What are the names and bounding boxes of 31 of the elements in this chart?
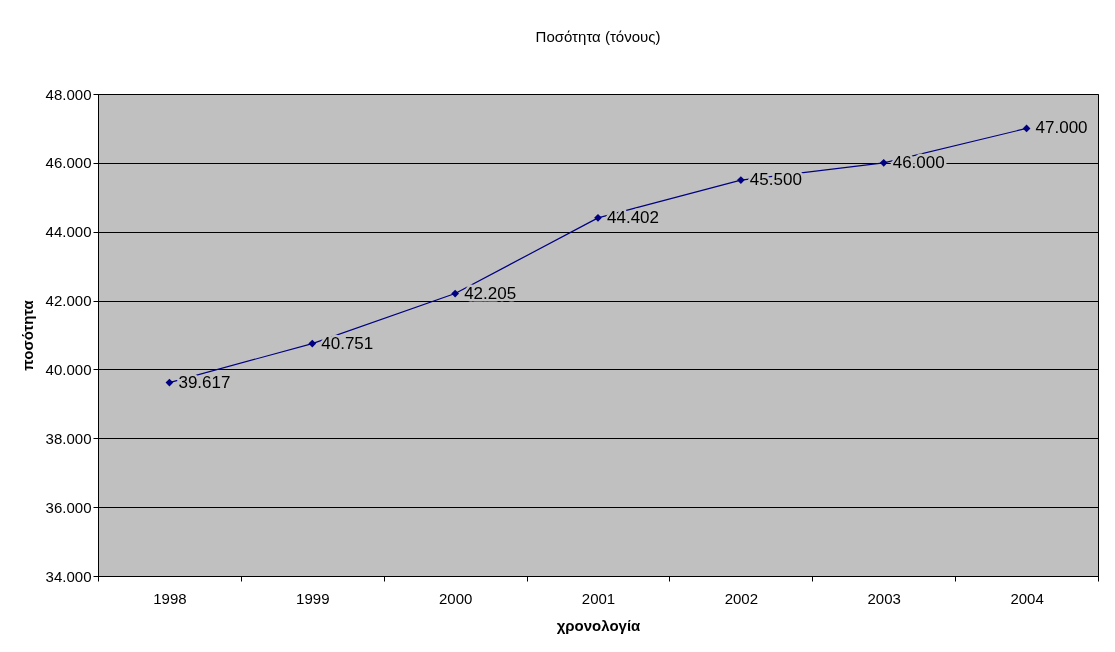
y-tick-label: 46.000 bbox=[45, 154, 92, 172]
point bbox=[308, 339, 317, 348]
data-label: 45.500 bbox=[749, 170, 802, 190]
x-tick-label: 2000 bbox=[438, 589, 473, 607]
x-tick-label: 2004 bbox=[1010, 589, 1044, 607]
data-label: 40.751 bbox=[321, 333, 374, 353]
y-tick-label: 36.000 bbox=[45, 498, 92, 516]
point bbox=[879, 158, 888, 167]
x-tick-label: 2001 bbox=[581, 589, 616, 607]
x-tick-label: 2003 bbox=[867, 589, 901, 607]
x-tick-label: 1999 bbox=[296, 589, 330, 607]
point bbox=[594, 214, 602, 222]
data-label: 47.000 bbox=[1035, 118, 1088, 138]
y-tick-label: 34.000 bbox=[45, 567, 92, 585]
y-tick-label: 40.000 bbox=[45, 360, 92, 378]
data-label: 44.402 bbox=[607, 207, 659, 227]
y-axis-title: ποσότητα bbox=[18, 299, 36, 371]
x-axis-title: χρονολογία bbox=[556, 616, 642, 634]
y-tick-label: 38.000 bbox=[45, 429, 92, 447]
point bbox=[165, 378, 174, 387]
point bbox=[451, 289, 460, 298]
point bbox=[1022, 124, 1031, 133]
data-label: 42.205 bbox=[464, 283, 517, 303]
y-tick-label: 42.000 bbox=[45, 292, 92, 310]
data-label: 39.617 bbox=[178, 372, 231, 392]
chart-title: Ποσότητα (τόνους) bbox=[535, 28, 661, 45]
y-tick-label: 44.000 bbox=[45, 223, 92, 241]
y-tick-label: 48.000 bbox=[45, 85, 92, 103]
point bbox=[736, 176, 745, 184]
x-tick-label: 1998 bbox=[153, 589, 187, 607]
x-tick-label: 2002 bbox=[724, 589, 759, 607]
